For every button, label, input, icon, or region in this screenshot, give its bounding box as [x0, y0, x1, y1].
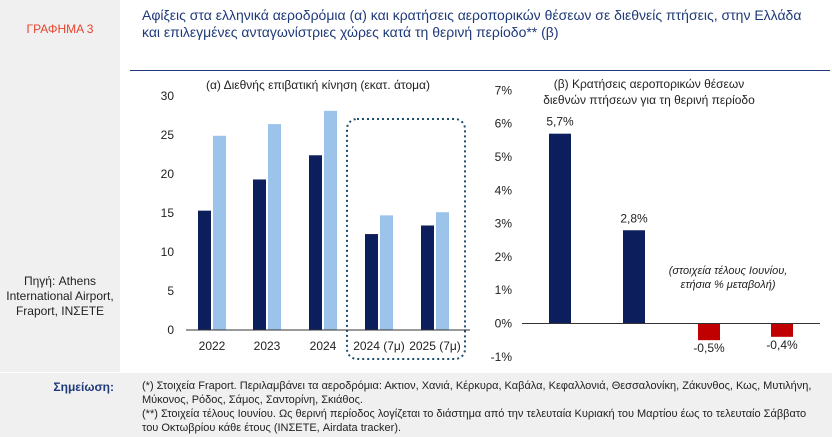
note-2: (**) Στοιχεία τέλους Ιουνίου. Ως θερινή …	[142, 408, 807, 434]
chart-a-bar-s2	[268, 124, 281, 330]
chart-b-ytick: 2%	[495, 250, 513, 264]
chart-b-ytick: 7%	[495, 83, 513, 97]
chart-a-bar-s2	[380, 215, 393, 330]
chart-b-ytick: -1%	[491, 350, 513, 364]
notes-text: (*) Στοιχεία Fraport. Περιλαμβάνει τα αε…	[142, 379, 822, 435]
chart-a: (α) Διεθνής επιβατική κίνηση (εκατ. άτομ…	[161, 78, 470, 360]
chart-b-ytick: 0%	[495, 317, 513, 331]
chart-a-ytick: 10	[161, 245, 175, 259]
chart-a-bar-s1	[365, 234, 378, 330]
chart-a-ytick: 20	[161, 167, 175, 181]
chart-a-title: (α) Διεθνής επιβατική κίνηση (εκατ. άτομ…	[206, 78, 430, 92]
chart-a-ytick: 0	[167, 323, 174, 337]
chart-a-bar-s2	[324, 110, 337, 330]
chart-a-bar-s2	[213, 135, 226, 330]
chart-b-annotation-line-1: (στοιχεία τέλους Ιουνίου,	[669, 265, 788, 277]
chart-a-bar-s2	[436, 212, 449, 330]
sidebar-panel	[0, 0, 120, 372]
chart-b-ytick: 6%	[495, 117, 513, 131]
chart-b-annotation-line-2: ετήσια % μεταβολή)	[681, 279, 776, 291]
chart-a-ytick: 30	[161, 89, 175, 103]
chart-b-bar	[549, 133, 571, 324]
chart-a-bar-s1	[309, 155, 322, 330]
figure-title: Αφίξεις στα ελληνικά αεροδρόμια (α) και …	[142, 7, 802, 40]
chart-b-data-label: -0,4%	[766, 338, 798, 352]
chart-b-title-line-1: (β) Κρατήσεις αεροπορικών θέσεων	[554, 77, 745, 91]
chart-a-xtick: 2024 (7μ)	[353, 339, 405, 353]
chart-a-bar-s1	[421, 225, 434, 330]
chart-a-ytick: 25	[161, 128, 175, 142]
chart-a-bar-s1	[198, 210, 211, 330]
chart-b-ytick: 5%	[495, 150, 513, 164]
chart-b-bar	[698, 323, 720, 341]
chart-b-ytick: 3%	[495, 217, 513, 231]
notes-band	[0, 373, 832, 437]
chart-a-xtick: 2022	[199, 339, 226, 353]
chart-a-xtick: 2025 (7μ)	[409, 339, 461, 353]
source-text: Πηγή: Athens International Airport, Frap…	[6, 274, 114, 318]
figure-label: ΓΡΑΦΗΜΑ 3	[26, 22, 94, 36]
chart-b-title-line-2: διεθνών πτήσεων για τη θερινή περίοδο	[543, 93, 755, 107]
chart-a-xtick: 2024	[310, 339, 337, 353]
chart-b-data-label: 2,8%	[620, 211, 648, 225]
chart-a-bar-s1	[253, 179, 266, 330]
notes-label: Σημείωση:	[53, 380, 114, 394]
chart-b: (β) Κρατήσεις αεροπορικών θέσεων διεθνών …	[491, 77, 820, 364]
chart-a-xtick: 2023	[254, 339, 281, 353]
title-divider	[130, 70, 830, 71]
note-1: (*) Στοιχεία Fraport. Περιλαμβάνει τα αε…	[142, 380, 812, 406]
chart-b-ytick: 4%	[495, 183, 513, 197]
chart-b-bar	[623, 230, 645, 324]
chart-b-ytick: 1%	[495, 283, 513, 297]
chart-a-ytick: 5	[167, 284, 174, 298]
chart-b-data-label: -0,5%	[693, 341, 725, 355]
chart-b-data-label: 5,7%	[546, 115, 574, 129]
chart-a-ytick: 15	[161, 206, 175, 220]
chart-b-bar	[771, 323, 793, 337]
